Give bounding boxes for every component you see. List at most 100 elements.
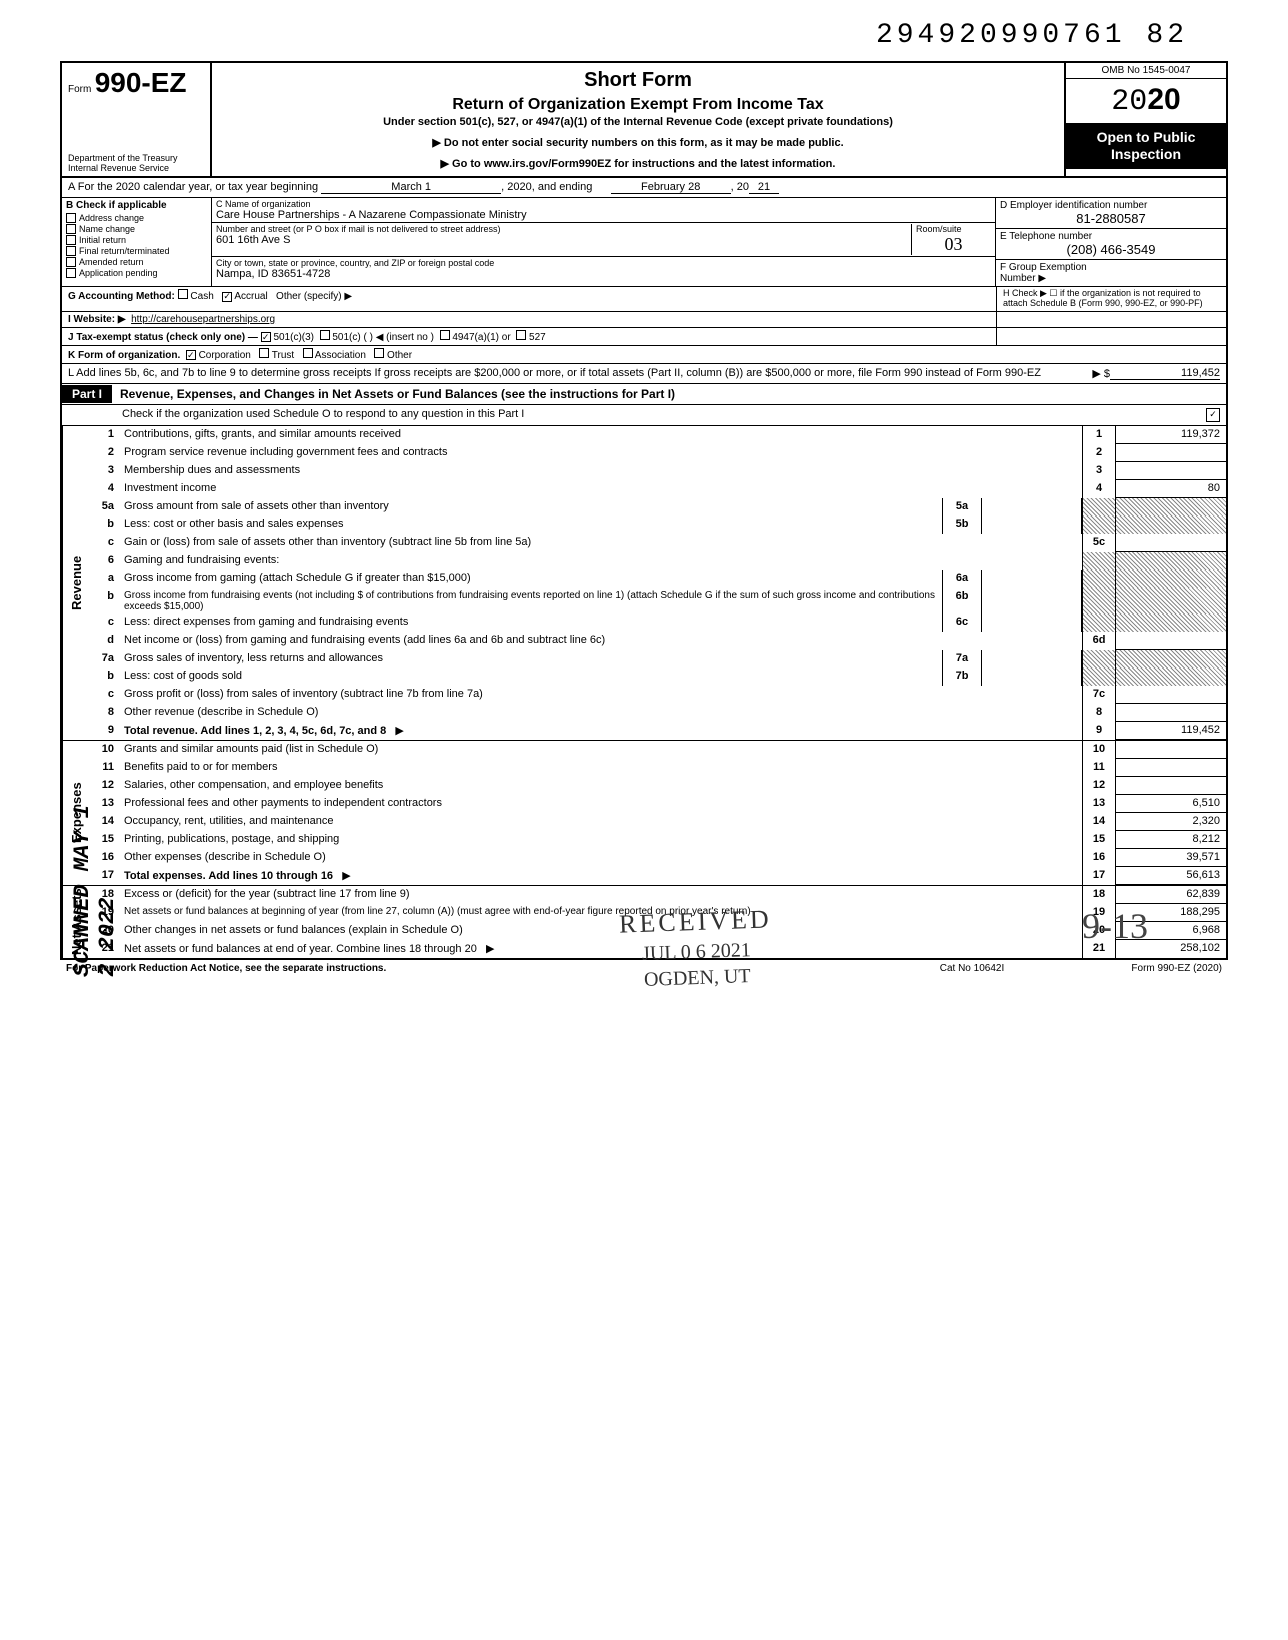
chk-trust[interactable]	[259, 348, 269, 358]
j-4947: 4947(a)(1) or	[452, 332, 510, 343]
g-accrual: Accrual	[234, 291, 267, 302]
chk-amended[interactable]: Amended return	[66, 257, 207, 267]
line-1-amt: 119,372	[1116, 426, 1226, 444]
col-d-ein-tel: D Employer identification number 81-2880…	[996, 198, 1226, 286]
line-1-desc: Contributions, gifts, grants, and simila…	[120, 426, 1082, 444]
f-grp-label2: Number ▶	[1000, 273, 1222, 284]
org-ein: 81-2880587	[1000, 211, 1222, 226]
sidebar-revenue: Revenue	[62, 426, 90, 740]
part-1-check-text: Check if the organization used Schedule …	[122, 408, 1206, 422]
line-13-amt: 6,510	[1116, 795, 1226, 813]
line-10-amt	[1116, 741, 1226, 759]
line-6-desc: Gaming and fundraising events:	[120, 552, 1082, 570]
header-right: OMB No 1545-0047 2020 Open to Public Ins…	[1066, 63, 1226, 176]
k-label: K Form of organization.	[68, 350, 180, 361]
line-5c-desc: Gain or (loss) from sale of assets other…	[120, 534, 1082, 552]
line-6a-desc: Gross income from gaming (attach Schedul…	[120, 570, 942, 588]
j-insert: ) ◀ (insert no )	[370, 332, 434, 343]
line-18-amt: 62,839	[1116, 886, 1226, 904]
line-6d-amt	[1116, 632, 1226, 650]
c-room-label: Room/suite	[916, 224, 991, 234]
line-12-desc: Salaries, other compensation, and employ…	[120, 777, 1082, 795]
tax-year: 2020	[1066, 79, 1226, 123]
line-17-desc: Total expenses. Add lines 10 through 16	[124, 870, 333, 882]
line-i: I Website: ▶ http://carehousepartnership…	[62, 312, 1226, 328]
chk-assoc[interactable]	[303, 348, 313, 358]
chk-label: Name change	[79, 224, 135, 234]
footer-form-id: Form 990-EZ (2020)	[1072, 963, 1222, 974]
part-1-header: Part I Revenue, Expenses, and Changes in…	[62, 384, 1226, 405]
line-2-desc: Program service revenue including govern…	[120, 444, 1082, 462]
line-3-desc: Membership dues and assessments	[120, 462, 1082, 480]
b-header: B Check if applicable	[66, 200, 207, 211]
g-cash: Cash	[190, 291, 213, 302]
line-8-amt	[1116, 704, 1226, 722]
chk-name-change[interactable]: Name change	[66, 224, 207, 234]
stamp-received: RECEIVED JUL 0 6 2021 OGDEN, UT	[619, 902, 774, 993]
omb-number: OMB No 1545-0047	[1066, 63, 1226, 79]
j-501c: 501(c) (	[332, 332, 366, 343]
e-tel-label: E Telephone number	[1000, 231, 1222, 242]
chk-label: Amended return	[79, 257, 144, 267]
k-other: Other	[387, 350, 412, 361]
chk-label: Initial return	[79, 235, 126, 245]
form-under: Under section 501(c), 527, or 4947(a)(1)…	[222, 116, 1054, 128]
k-assoc: Association	[315, 350, 366, 361]
form-title: Short Form	[222, 69, 1054, 92]
chk-label: Application pending	[79, 268, 158, 278]
form-header: Form 990-EZ Department of the Treasury I…	[62, 63, 1226, 178]
chk-cash[interactable]	[178, 289, 188, 299]
line-11-amt	[1116, 759, 1226, 777]
line-10-desc: Grants and similar amounts paid (list in…	[120, 741, 1082, 759]
line-l: L Add lines 5b, 6c, and 7b to line 9 to …	[62, 364, 1226, 384]
j-527: 527	[529, 332, 546, 343]
header-title-block: Short Form Return of Organization Exempt…	[212, 63, 1066, 176]
f-grp-label: F Group Exemption	[1000, 262, 1087, 273]
line-9-amt: 119,452	[1116, 722, 1226, 740]
chk-other[interactable]	[374, 348, 384, 358]
form-subtitle: Return of Organization Exempt From Incom…	[222, 96, 1054, 114]
line-7c-desc: Gross profit or (loss) from sales of inv…	[120, 686, 1082, 704]
line-14-desc: Occupancy, rent, utilities, and maintena…	[120, 813, 1082, 831]
g-label: G Accounting Method:	[68, 291, 175, 302]
chk-corp[interactable]: ✓	[186, 350, 196, 360]
k-corp: Corporation	[199, 350, 251, 361]
line-2-amt	[1116, 444, 1226, 462]
open-to-public: Open to Public Inspection	[1066, 123, 1226, 169]
chk-501c[interactable]	[320, 330, 330, 340]
website-url: http://carehousepartnerships.org	[131, 314, 275, 325]
c-street-label: Number and street (or P O box if mail is…	[216, 224, 911, 234]
chk-final-return[interactable]: Final return/terminated	[66, 246, 207, 256]
line-17-amt: 56,613	[1116, 867, 1226, 885]
part-1-title: Revenue, Expenses, and Changes in Net As…	[120, 384, 1226, 404]
entity-block: B Check if applicable Address change Nam…	[62, 198, 1226, 287]
a-prefix: A For the 2020 calendar year, or tax yea…	[68, 181, 318, 194]
j-label: J Tax-exempt status (check only one) —	[68, 332, 258, 343]
line-14-amt: 2,320	[1116, 813, 1226, 831]
line-a-tax-year: A For the 2020 calendar year, or tax yea…	[62, 178, 1226, 198]
chk-label: Final return/terminated	[79, 246, 170, 256]
k-trust: Trust	[272, 350, 294, 361]
chk-initial-return[interactable]: Initial return	[66, 235, 207, 245]
chk-app-pending[interactable]: Application pending	[66, 268, 207, 278]
chk-4947[interactable]	[440, 330, 450, 340]
chk-accrual[interactable]: ✓	[222, 292, 232, 302]
part-1-check: Check if the organization used Schedule …	[62, 405, 1226, 426]
l-amount: 119,452	[1110, 367, 1220, 380]
line-6c-desc: Less: direct expenses from gaming and fu…	[120, 614, 942, 632]
org-name: Care House Partnerships - A Nazarene Com…	[216, 209, 991, 221]
chk-501c3[interactable]: ✓	[261, 332, 271, 342]
a-begin: March 1	[321, 181, 501, 194]
chk-schedule-o[interactable]: ✓	[1206, 408, 1220, 422]
line-5a-desc: Gross amount from sale of assets other t…	[120, 498, 942, 516]
part-1-tag: Part I	[62, 385, 112, 403]
handwritten-note: 9-13	[1082, 905, 1148, 947]
form-990ez: Form 990-EZ Department of the Treasury I…	[60, 61, 1228, 960]
l-text: L Add lines 5b, 6c, and 7b to line 9 to …	[68, 367, 1060, 380]
inspect-1: Open to Public	[1070, 129, 1222, 146]
line-g-h: G Accounting Method: Cash ✓ Accrual Othe…	[62, 287, 1226, 312]
chk-address-change[interactable]: Address change	[66, 213, 207, 223]
org-tel: (208) 466-3549	[1000, 242, 1222, 257]
d-ein-label: D Employer identification number	[1000, 200, 1222, 211]
chk-527[interactable]	[516, 330, 526, 340]
